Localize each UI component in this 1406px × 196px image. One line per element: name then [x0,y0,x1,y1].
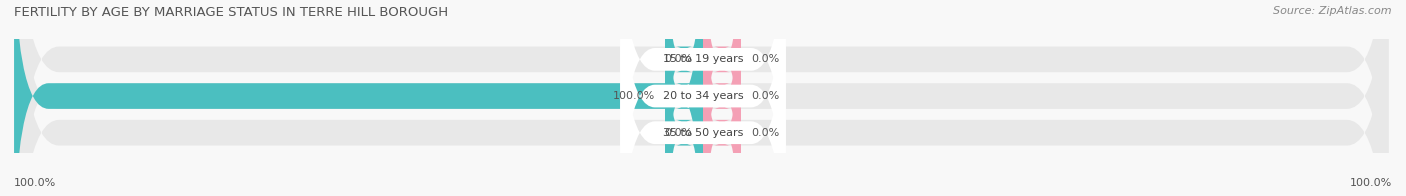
Text: 15 to 19 years: 15 to 19 years [662,54,744,64]
Text: 0.0%: 0.0% [751,128,779,138]
FancyBboxPatch shape [620,0,786,196]
Text: 0.0%: 0.0% [751,54,779,64]
Text: 20 to 34 years: 20 to 34 years [662,91,744,101]
Text: FERTILITY BY AGE BY MARRIAGE STATUS IN TERRE HILL BOROUGH: FERTILITY BY AGE BY MARRIAGE STATUS IN T… [14,6,449,19]
Text: 100.0%: 100.0% [1350,178,1392,188]
FancyBboxPatch shape [17,0,1389,196]
FancyBboxPatch shape [620,0,786,196]
FancyBboxPatch shape [703,0,741,196]
FancyBboxPatch shape [703,0,741,196]
Text: 0.0%: 0.0% [665,128,693,138]
FancyBboxPatch shape [14,0,703,196]
FancyBboxPatch shape [17,0,1389,196]
FancyBboxPatch shape [703,0,741,193]
Text: 0.0%: 0.0% [665,54,693,64]
FancyBboxPatch shape [665,0,703,196]
Text: Source: ZipAtlas.com: Source: ZipAtlas.com [1274,6,1392,16]
Text: 100.0%: 100.0% [14,178,56,188]
FancyBboxPatch shape [17,0,1389,196]
FancyBboxPatch shape [665,0,703,196]
FancyBboxPatch shape [665,0,703,193]
Text: 35 to 50 years: 35 to 50 years [662,128,744,138]
Text: 100.0%: 100.0% [613,91,655,101]
FancyBboxPatch shape [620,0,786,196]
Text: 0.0%: 0.0% [751,91,779,101]
